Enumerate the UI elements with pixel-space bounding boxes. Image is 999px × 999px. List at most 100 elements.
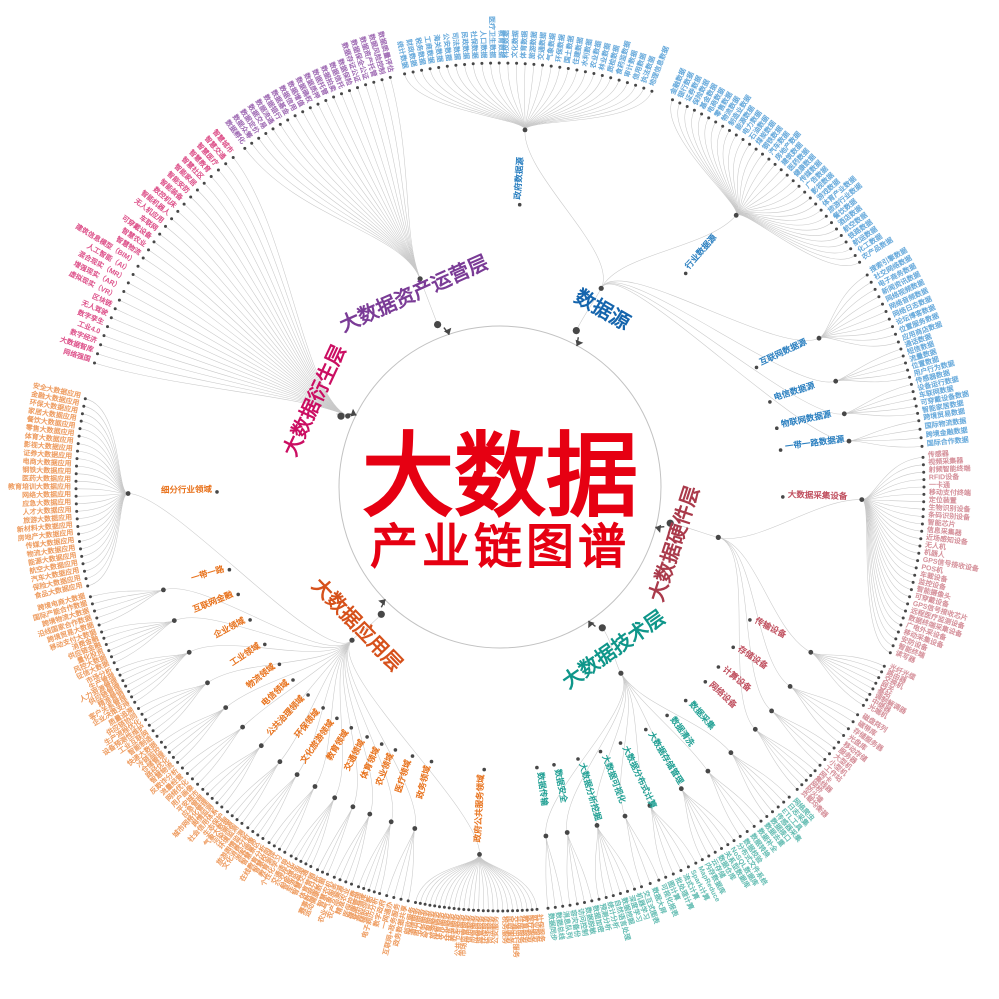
anchor-arrowhead [350,408,357,417]
leaf-dot [600,74,604,77]
leaf-dot [251,830,255,833]
leaf-dot [309,865,313,868]
leaf-dot [535,907,539,911]
sub-branch-hub-dot [294,772,300,777]
link [735,213,837,236]
leaf-dot [901,616,905,620]
leaf-dot [707,116,711,120]
leaf-dot [922,485,926,489]
link [342,640,358,807]
link [771,710,835,749]
link [94,362,348,417]
leaf-dot [795,787,799,791]
leaf-dot [83,569,86,573]
link [348,640,480,855]
link [438,67,526,130]
branch-labels: 大数据硬件层 大数据采集设备 传感器视频采集器射频智能终端RFID设备一卡通移动支付… [644,449,981,820]
leaf-dot [618,892,622,895]
link [132,274,348,417]
link [722,130,738,216]
sub-branch-inner-dot [778,448,783,452]
leaf-label: 应急服务 [470,914,480,943]
leaf-dot [107,649,111,653]
leaf-label: 住房服务 [516,915,526,944]
sub-branch-label: 互联网金融 [191,589,235,615]
leaf-dot [575,68,579,72]
center-title: 大数据 产业链图谱 [362,426,638,574]
leaf-dot [611,894,615,898]
leaf-dot [679,869,683,872]
leaf-dot [515,61,519,65]
link [279,786,316,850]
leaf-dot [880,670,884,674]
leaf-label: 医疗服务 [526,915,537,945]
leaf-dot [124,684,128,688]
leaf-label: 传感器 [927,449,951,460]
link [294,115,421,279]
leaf-dot [871,687,875,691]
sub-branch-inner-dot [410,754,415,758]
leaf-dot [824,214,828,218]
leaf-dot [808,196,812,200]
link [143,257,348,417]
link [718,537,811,653]
link [596,825,628,892]
leaf-dot [289,854,293,858]
leaf-dot [176,209,180,213]
sub-branch-hub-dot [622,813,628,819]
leaf-dot [686,865,690,869]
leaf-dot [787,795,791,799]
leaf-dot [911,580,915,584]
link [210,176,348,417]
leaf-dot [278,847,281,851]
link [545,835,563,907]
link [358,821,392,887]
leaf-dot [243,146,247,150]
sub-branch-hub-dot [594,823,600,828]
leaf-dot [922,470,926,474]
link [861,499,891,653]
leaf-dot [316,102,320,106]
leaf-dot [868,692,872,696]
link [265,133,421,279]
branch-anchor-dot [666,519,674,527]
leaf-dot [921,463,925,467]
leaf-dot [884,310,888,313]
leaf-dot [235,818,239,822]
link [225,163,348,417]
sub-branch-label: 物联网数据源 [780,409,832,429]
leaf-dot [442,905,446,909]
link [620,673,651,806]
sub-branch-label: 一带一路数据源 [784,434,845,452]
leaf-dot [278,122,282,126]
leaf-dot [403,72,407,76]
link [596,825,621,894]
leaf-dot [75,464,78,468]
leaf-dot [321,870,324,874]
sub-branch-label: 政务领域 [414,764,432,800]
leaf-dot [454,63,458,67]
leaf-dot [918,427,922,431]
leaf-dot [888,651,892,655]
leaf-dot [671,872,675,876]
sub-branch-hub-dot [859,497,865,502]
link [600,283,845,415]
leaf-dot [433,904,437,908]
branch-hub-dot [618,670,624,676]
link [390,77,421,279]
leaf-label: 视频采集器 [928,456,964,467]
link [818,281,872,339]
leaf-dot [918,544,922,548]
leaf-dot [171,755,175,759]
link [204,183,348,417]
leaf-dot [909,588,913,592]
leaf-label: 定位装置 [929,495,957,505]
link [448,854,480,908]
leaf-dot [525,908,529,912]
leaf-dot [293,114,297,118]
link [596,825,614,896]
link [295,797,335,859]
leaf-dot [112,661,116,665]
link [165,226,348,417]
leaf-dot [189,195,193,199]
